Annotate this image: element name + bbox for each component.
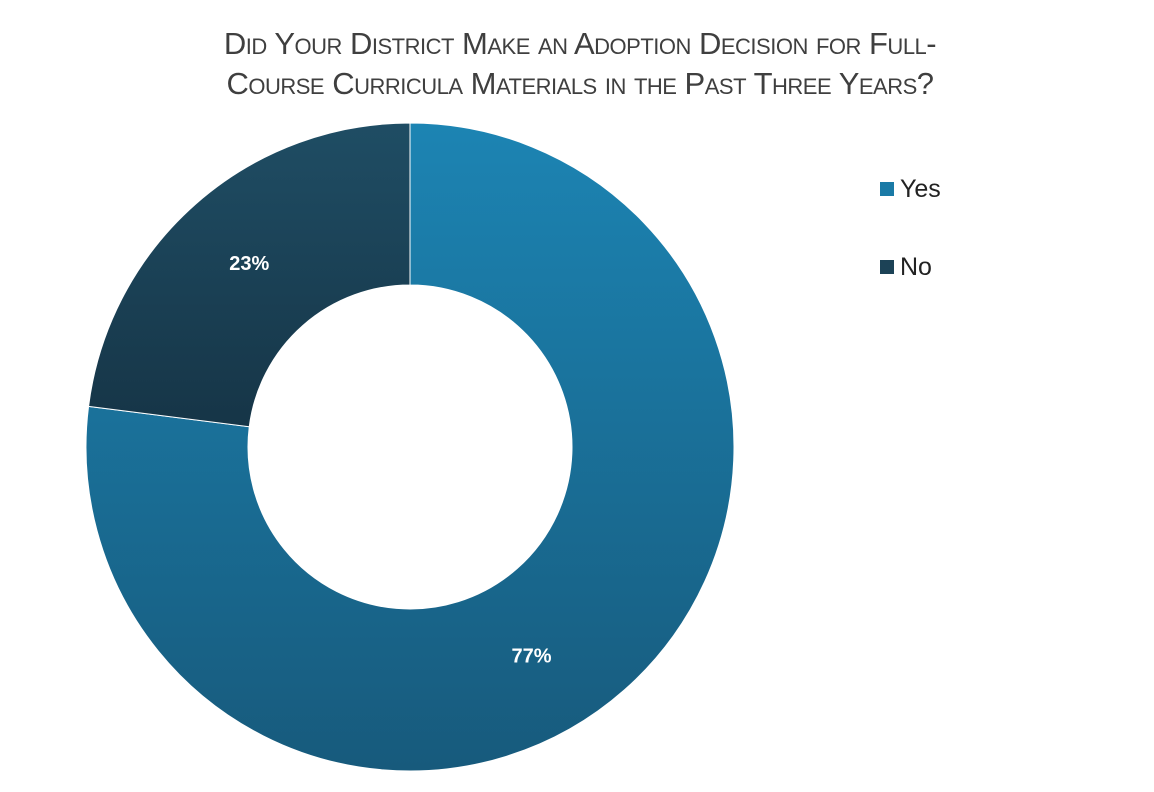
donut-slice-yes	[85, 122, 735, 772]
donut-slices	[85, 122, 735, 772]
chart-title-line-2: Course Curricula Materials in the Past T…	[226, 66, 934, 101]
chart-title: Did Your District Make an Adoption Decis…	[120, 24, 1040, 104]
legend-swatch-yes	[880, 182, 894, 196]
chart-legend: Yes No	[880, 170, 941, 326]
data-label-yes: 77%	[511, 646, 551, 668]
data-label-no: 23%	[229, 253, 269, 275]
legend-item-no: No	[880, 248, 941, 286]
legend-swatch-no	[880, 260, 894, 274]
chart-title-line-1: Did Your District Make an Adoption Decis…	[223, 26, 937, 61]
legend-label-no: No	[900, 252, 932, 281]
legend-label-yes: Yes	[900, 174, 941, 203]
donut-slice-no	[87, 122, 411, 428]
legend-item-yes: Yes	[880, 170, 941, 208]
donut-data-labels: 77% 23%	[229, 253, 551, 668]
